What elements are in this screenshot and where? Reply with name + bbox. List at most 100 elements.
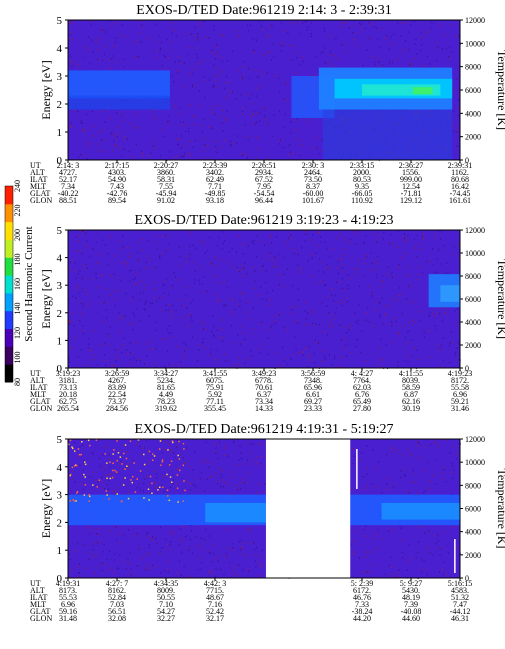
noise-dot [108, 479, 110, 482]
orbit-row-label: MLT [30, 182, 46, 191]
noise-dot [290, 151, 292, 153]
noise-dot [387, 266, 389, 268]
noise-dot [251, 333, 253, 335]
noise-dot [126, 465, 128, 467]
noise-dot [151, 492, 153, 494]
noise-dot [454, 354, 456, 356]
noise-dot [399, 51, 401, 54]
orbit-value: 6.61 [306, 390, 320, 399]
noise-dot [115, 490, 117, 492]
noise-dot [171, 49, 173, 52]
noise-dot [177, 501, 179, 503]
noise-dot [437, 343, 438, 346]
noise-dot [87, 158, 89, 160]
noise-dot [224, 360, 226, 362]
noise-dot [133, 357, 135, 359]
noise-dot [296, 138, 298, 140]
orbit-value: 1556. [402, 168, 420, 177]
noise-dot [291, 354, 293, 356]
noise-dot [423, 65, 425, 68]
noise-dot [127, 462, 129, 465]
noise-dot [357, 319, 359, 322]
noise-dot [167, 561, 169, 563]
noise-dot [284, 357, 286, 360]
noise-dot [114, 41, 116, 43]
noise-dot [159, 551, 161, 554]
noise-dot [244, 482, 246, 484]
noise-dot [89, 495, 91, 498]
noise-dot [315, 252, 317, 254]
noise-dot [342, 301, 344, 304]
noise-dot [81, 314, 83, 317]
noise-dot [112, 45, 114, 47]
noise-dot [341, 339, 343, 341]
flux-band [362, 84, 441, 96]
noise-dot [168, 464, 171, 466]
noise-dot [271, 258, 273, 260]
noise-dot [297, 287, 299, 290]
noise-dot [81, 287, 83, 289]
noise-dot [102, 59, 104, 61]
noise-dot [113, 572, 115, 574]
noise-dot [124, 136, 125, 138]
noise-dot [160, 47, 161, 49]
noise-dot [128, 529, 130, 531]
noise-dot [458, 108, 460, 110]
noise-dot [182, 352, 184, 355]
noise-dot [181, 477, 183, 479]
noise-dot [135, 308, 137, 310]
noise-dot [243, 73, 244, 76]
noise-dot [208, 37, 210, 39]
noise-dot [105, 446, 107, 448]
noise-dot [247, 459, 249, 461]
noise-dot [420, 50, 421, 52]
noise-dot [191, 233, 193, 236]
noise-dot [185, 348, 187, 350]
noise-dot [231, 542, 233, 545]
colorbar-swatch [5, 328, 13, 347]
noise-dot [405, 266, 407, 268]
noise-dot [87, 439, 90, 442]
noise-dot [71, 295, 73, 298]
noise-dot [281, 22, 282, 24]
noise-dot [166, 249, 168, 251]
noise-dot [416, 53, 418, 55]
noise-dot [151, 114, 153, 117]
noise-dot [80, 453, 82, 456]
noise-dot [341, 287, 343, 290]
colorbar-tick-label: 120 [13, 327, 22, 339]
noise-dot [436, 60, 438, 62]
noise-dot [110, 116, 112, 119]
noise-dot [87, 267, 89, 269]
noise-dot [192, 146, 194, 148]
noise-dot [113, 140, 115, 143]
noise-dot [212, 112, 214, 114]
noise-dot [175, 61, 176, 63]
noise-dot [400, 476, 402, 479]
orbit-value: 4:11:55 [399, 369, 423, 378]
orbit-value: 2:33:15 [350, 161, 374, 170]
noise-dot [201, 320, 203, 323]
noise-dot [203, 276, 205, 278]
noise-dot [367, 37, 369, 39]
noise-dot [401, 526, 403, 529]
noise-dot [107, 252, 109, 255]
noise-dot [236, 574, 238, 577]
colorbar-tick-label: 240 [13, 180, 22, 192]
noise-dot [217, 301, 219, 303]
noise-dot [95, 262, 97, 265]
noise-dot [98, 131, 100, 134]
noise-dot [267, 51, 269, 54]
noise-dot [216, 329, 218, 331]
noise-dot [183, 448, 185, 450]
noise-dot [215, 568, 217, 570]
noise-dot [250, 451, 252, 454]
noise-dot [106, 571, 108, 573]
noise-dot [84, 484, 87, 486]
noise-dot [180, 147, 182, 149]
noise-dot [90, 552, 92, 555]
noise-dot [418, 442, 420, 445]
noise-dot [168, 325, 170, 327]
noise-dot [131, 481, 133, 484]
noise-dot [242, 274, 244, 277]
